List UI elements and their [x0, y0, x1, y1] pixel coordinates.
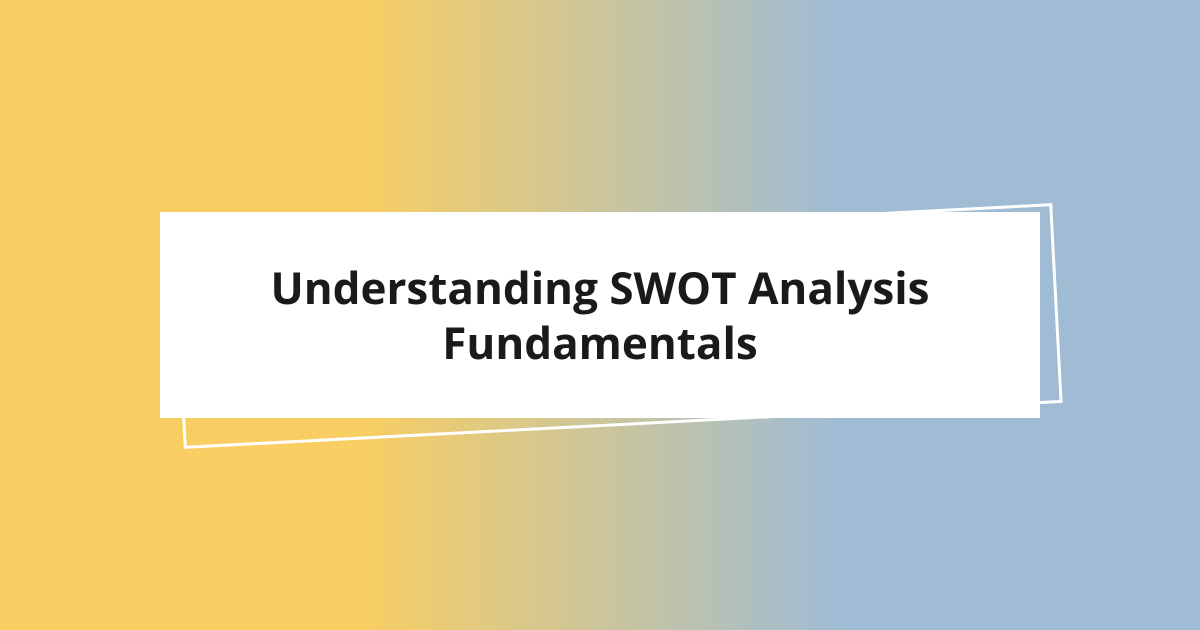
page-title: Understanding SWOT Analysis Fundamentals [220, 260, 980, 370]
title-card-container: Understanding SWOT Analysis Fundamentals [160, 212, 1040, 418]
title-card: Understanding SWOT Analysis Fundamentals [160, 212, 1040, 418]
